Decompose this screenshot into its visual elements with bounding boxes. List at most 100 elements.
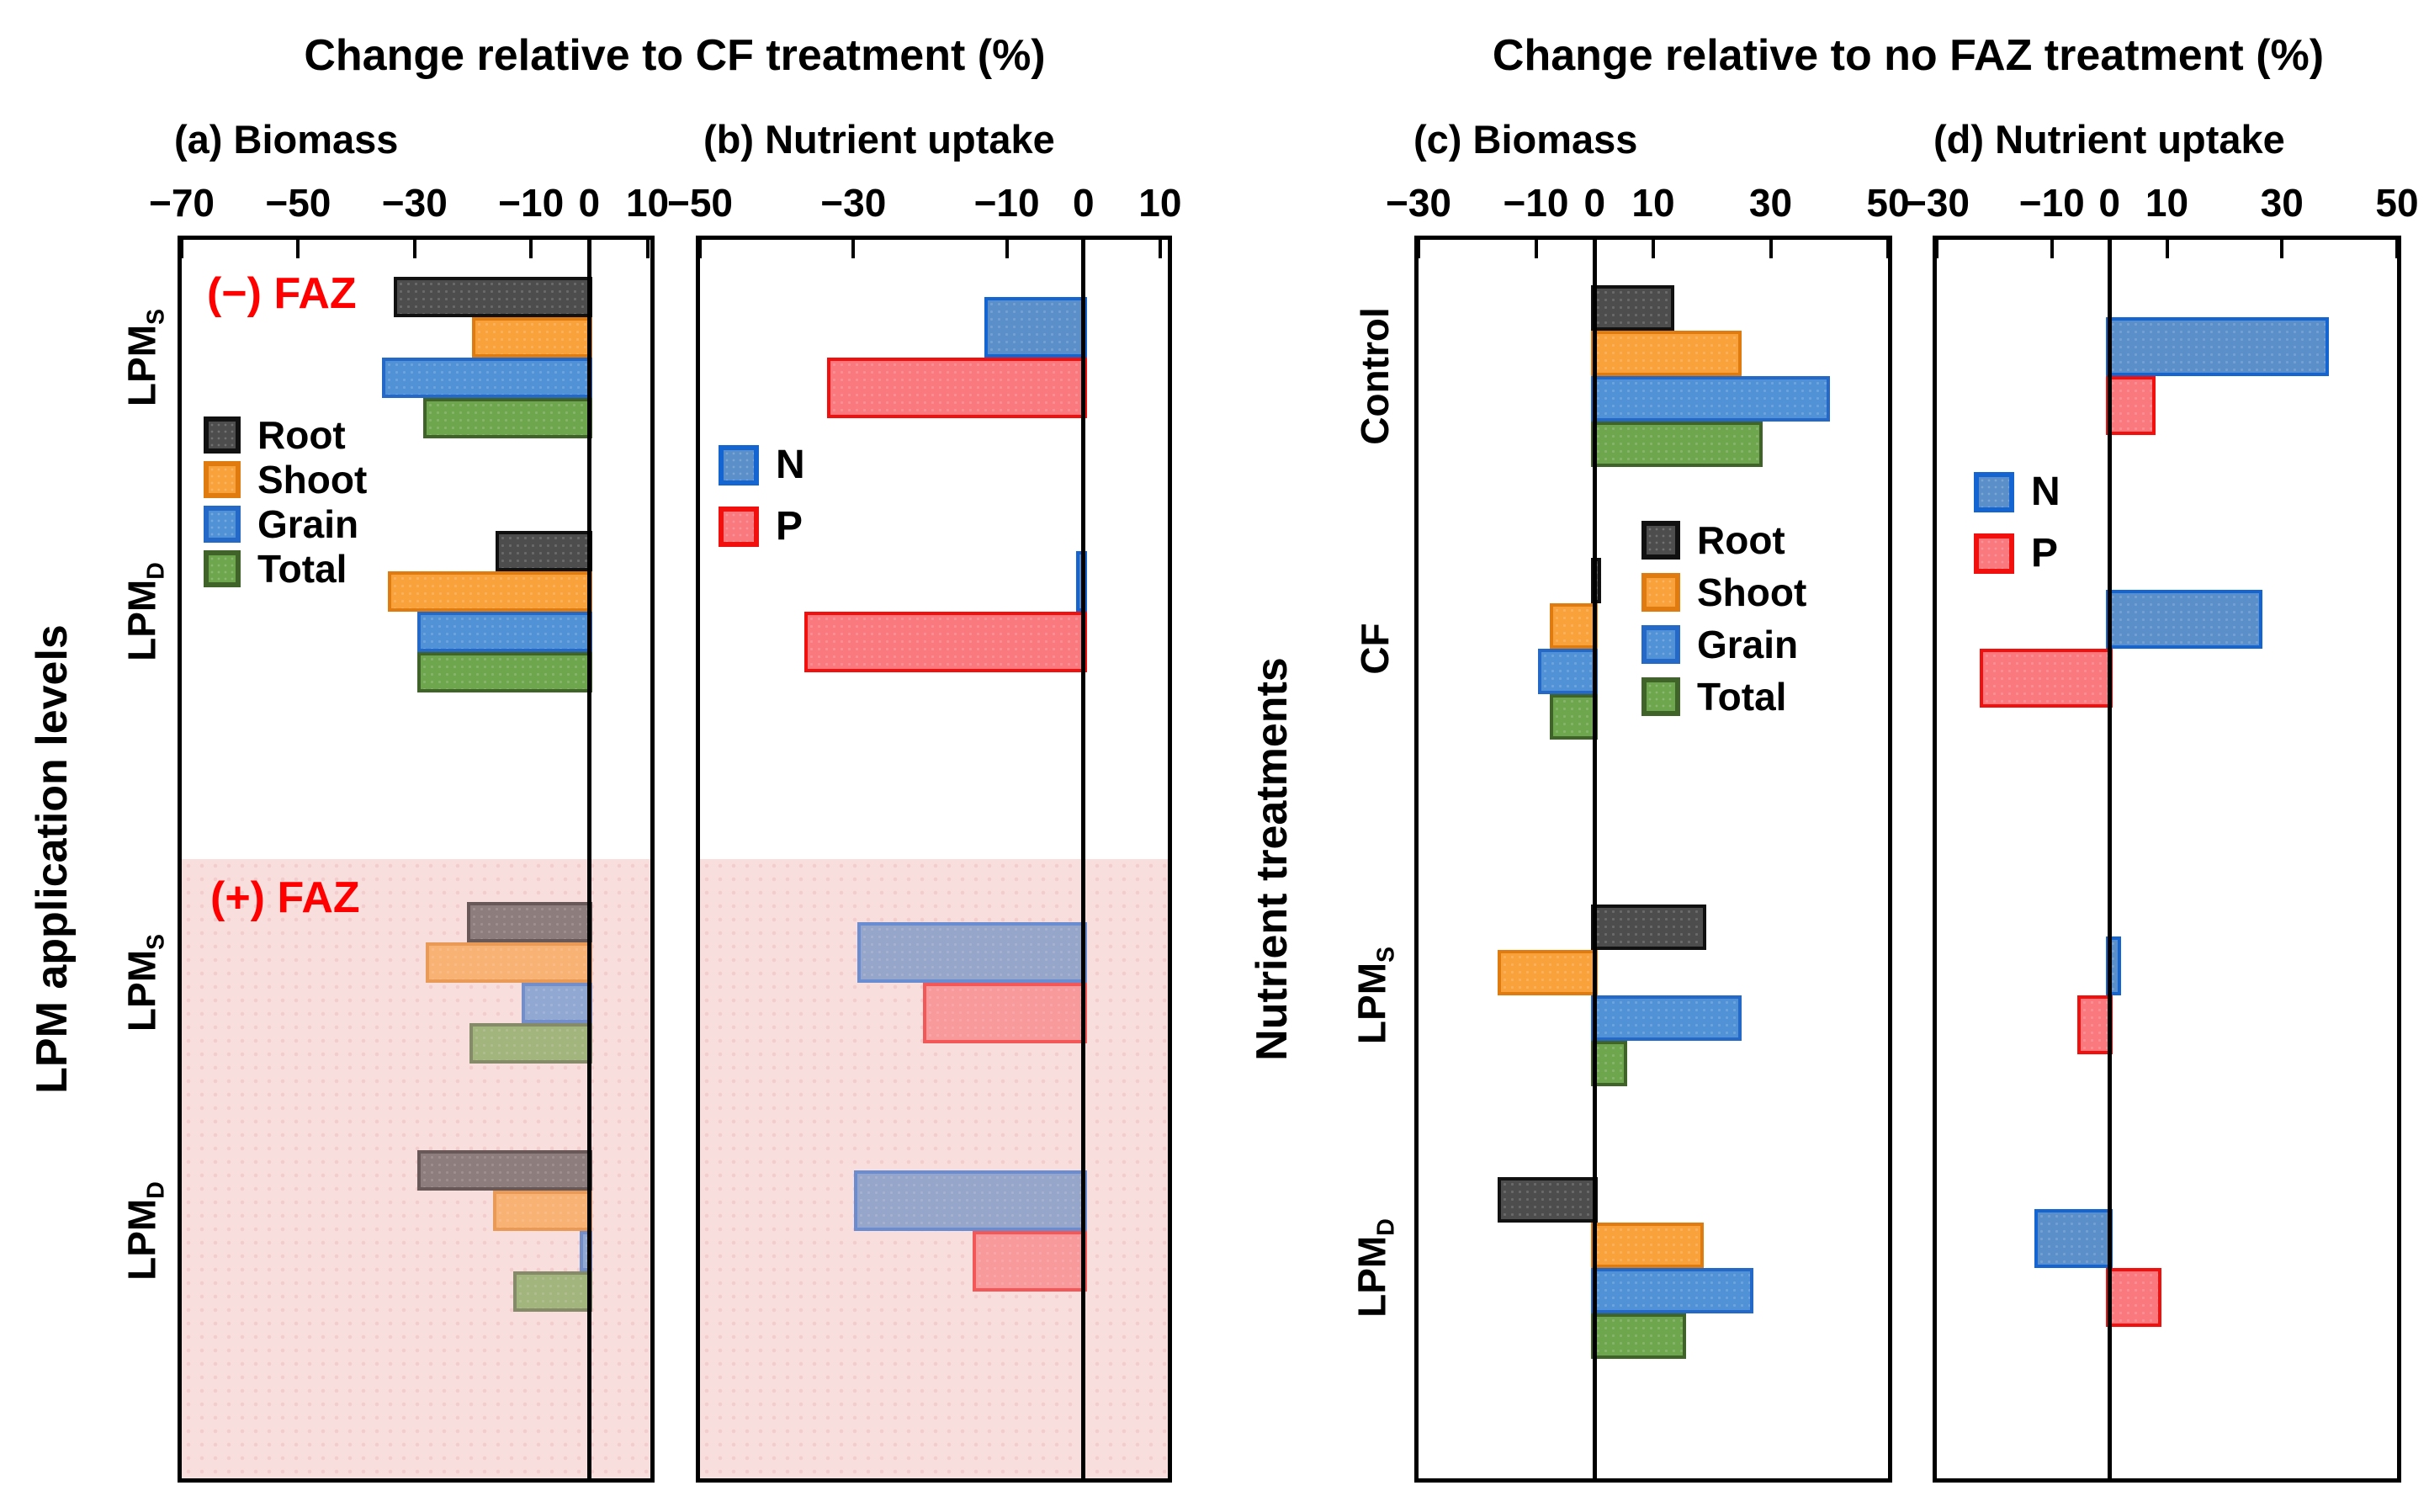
category-subscript: D [142,1181,170,1199]
tick-label: −50 [666,181,734,225]
legend-swatch-total [204,550,241,587]
bar-b-p-group3 [922,983,1087,1043]
bar-c-shoot-group1 [1591,331,1742,376]
tick-label: −30 [820,181,887,225]
legend-item-n: N [1974,469,2060,515]
tick-label: 10 [2145,181,2189,225]
tick-label: 0 [2098,181,2120,225]
bar-c-total-group1 [1591,422,1763,467]
category-label: LPMS [1349,947,1400,1044]
legend-swatch-p [719,506,759,547]
title-left: Change relative to CF treatment (%) [304,31,1046,80]
legend-label: P [2031,531,2059,576]
tick-mark [2280,240,2284,258]
zero-line [586,240,591,1478]
legend-item-root: Root [1641,517,1785,563]
legend-swatch-grain [1641,625,1680,664]
tick-label: 10 [1138,181,1182,225]
category-label: CF [1352,623,1397,674]
tick-mark [2395,240,2397,258]
legend-label: Root [1697,518,1785,562]
tick-label: −10 [1503,181,1569,225]
category-label: LPMD [119,562,170,661]
legend-label: Shoot [1697,570,1807,614]
bar-d-p-group1 [2106,376,2156,435]
tick-mark [1937,240,1938,258]
tick-mark [1593,240,1597,258]
category-label: LPMS [119,309,170,406]
bar-d-n-group1 [2106,317,2329,376]
y-axis-label-left: LPM application levels [28,624,77,1094]
bar-a-grain-group2 [416,612,593,652]
legend-swatch-root [1641,521,1680,560]
category-label: LPMS [119,934,170,1032]
y-axis-label-right: Nutrient treatments [1248,657,1297,1061]
bar-c-root-group4 [1497,1177,1599,1223]
tick-label: 10 [1631,181,1675,225]
bar-a-root-group1 [394,277,593,317]
annotation-minus-faz: (−) FAZ [207,269,357,318]
panel-d-title: (d) Nutrient uptake [1933,117,2285,162]
tick-mark [1652,240,1655,258]
category-text: CF [1353,623,1397,675]
bar-b-n-group4 [853,1170,1087,1231]
tick-mark [851,240,856,258]
category-label: Control [1352,307,1397,445]
legend-swatch-n [1974,471,2014,512]
category-text: LPM [119,949,164,1032]
category-text: Control [1353,307,1397,445]
tick-label: 0 [1583,181,1606,225]
bar-a-root-group2 [496,531,593,571]
legend-swatch-shoot [1641,573,1680,612]
legend-label: Shoot [257,458,368,501]
category-subscript: S [142,308,170,325]
tick-mark [1769,240,1773,258]
category-subscript: D [1372,1218,1400,1236]
bar-d-n-group4 [2034,1209,2113,1268]
tick-label: 50 [1866,181,1910,225]
legend-item-total: Total [1641,674,1786,719]
legend-item-shoot: Shoot [1641,570,1806,615]
legend-label: Grain [1697,623,1799,666]
panel-b-title: (b) Nutrient uptake [703,117,1055,162]
tick-mark [1419,240,1420,258]
bar-a-root-group4 [416,1150,593,1191]
plot-area-a: (−) FAZ (+) FAZ Root Shoot Grain Total [182,240,650,1478]
legend-label: Total [1697,675,1787,719]
tick-label: 0 [578,181,601,225]
bar-c-root-group3 [1591,905,1707,950]
annotation-plus-faz: (+) FAZ [210,873,360,922]
legend-label: N [2031,470,2060,514]
bar-c-shoot-group2 [1550,603,1599,649]
tick-label: −10 [498,181,565,225]
tick-label: −10 [2018,181,2085,225]
bar-c-grain-group4 [1591,1268,1754,1313]
tick-mark [1005,240,1009,258]
legend-item-n: N [719,442,805,488]
plot-area-c: Root Shoot Grain Total [1419,240,1888,1478]
zero-line [1081,240,1086,1478]
bar-a-root-group3 [466,902,593,942]
tick-label: 10 [625,181,670,225]
bar-a-shoot-group1 [472,317,593,358]
bar-b-p-group4 [973,1231,1087,1292]
bar-a-total-group3 [469,1023,593,1064]
panel-c: Root Shoot Grain Total [1414,236,1892,1483]
bar-d-p-group3 [2076,995,2113,1054]
bar-c-grain-group2 [1538,649,1599,694]
legend-item-shoot: Shoot [204,457,367,502]
tick-mark [1081,240,1085,258]
category-subscript: D [142,562,170,580]
zero-line [1592,240,1597,1478]
tick-label: −10 [973,181,1040,225]
category-subscript: S [142,933,170,950]
legend-swatch-root [204,416,241,454]
bar-a-shoot-group4 [492,1191,593,1231]
tick-label: 0 [1072,181,1095,225]
bar-a-shoot-group2 [388,571,593,612]
legend-swatch-p [1974,533,2014,574]
tick-mark [587,240,591,258]
bar-c-total-group2 [1550,694,1599,740]
tick-mark [412,240,416,258]
